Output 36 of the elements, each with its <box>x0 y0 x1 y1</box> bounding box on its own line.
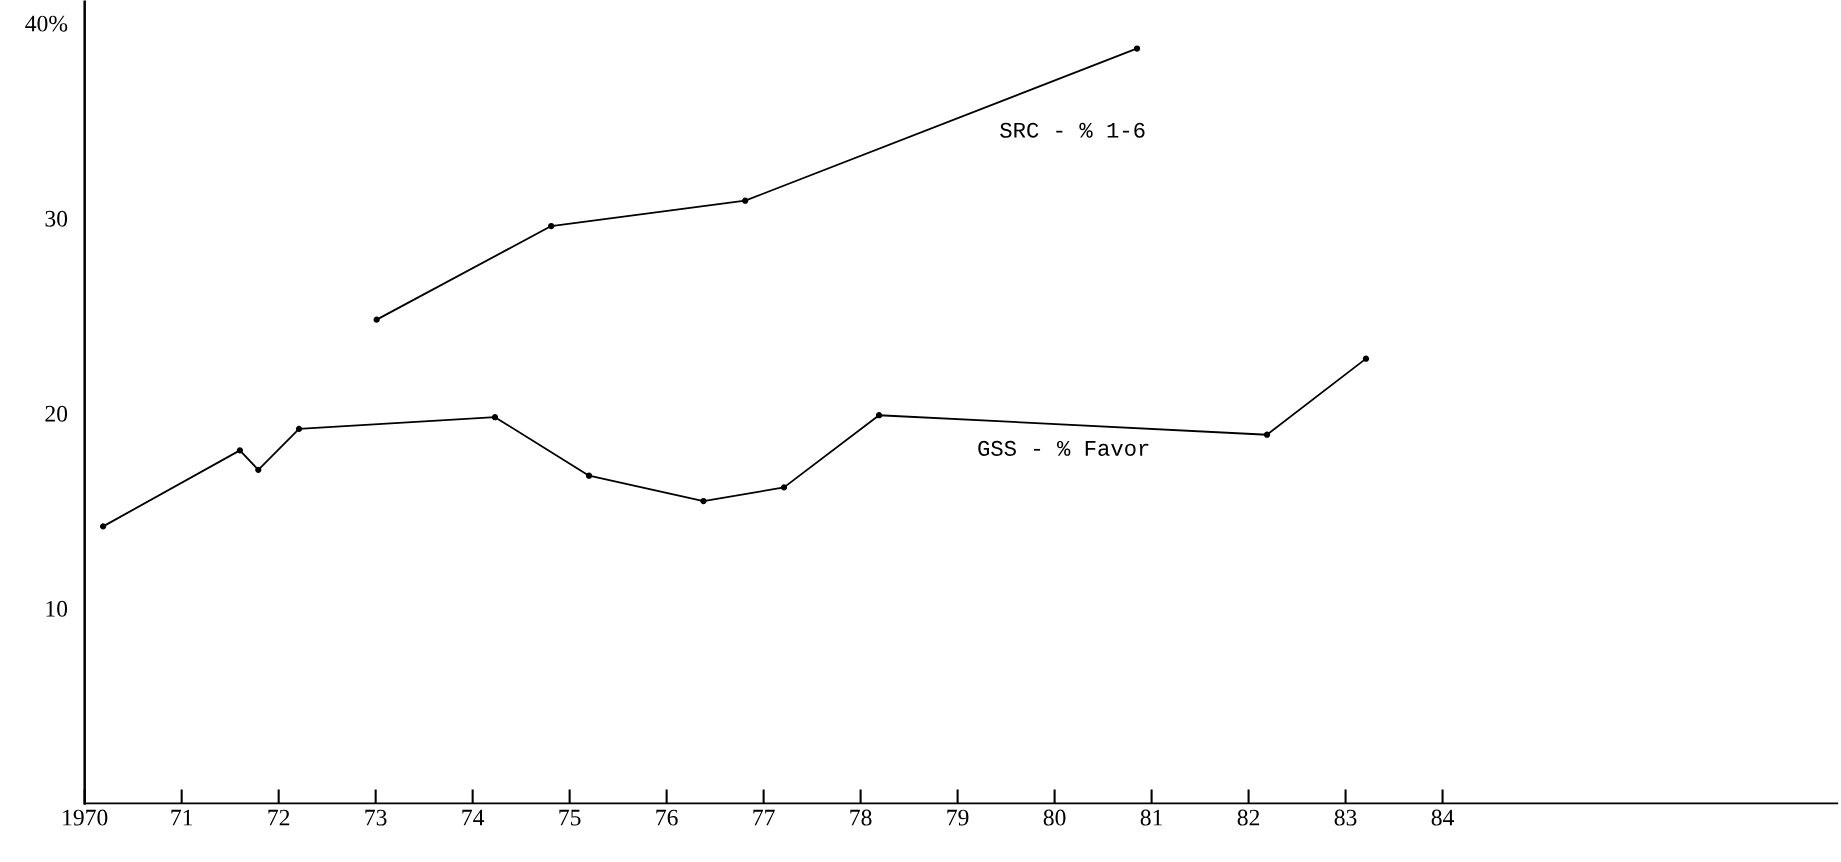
y-tick-label: 10 <box>46 600 68 617</box>
point <box>1362 355 1370 362</box>
x-tick-label: 71 <box>171 809 193 826</box>
x-tick-label: 77 <box>753 809 775 826</box>
x-tick-label: 75 <box>559 809 581 826</box>
x-tick-label: 83 <box>1334 809 1357 826</box>
point <box>491 414 499 421</box>
point <box>1263 431 1271 438</box>
x-tick-label: 73 <box>365 809 387 826</box>
point <box>1133 45 1141 52</box>
x-tick-label: 80 <box>1043 809 1066 826</box>
point <box>373 316 380 323</box>
series-label: GSS - % Favor <box>978 440 1149 456</box>
point <box>236 447 243 454</box>
x-tick-label: 1970 <box>63 809 108 826</box>
x-tick-label: 74 <box>462 809 485 826</box>
series-label: SRC - % 1-6 <box>1000 122 1145 138</box>
y-tick-label: 40% <box>25 15 68 32</box>
x-tick-label: 78 <box>850 809 872 826</box>
point <box>295 425 303 433</box>
point <box>780 484 788 491</box>
point <box>875 412 883 419</box>
x-tick-label: 76 <box>656 809 678 826</box>
x-tick-label: 72 <box>268 809 290 826</box>
x-tick-label: 82 <box>1237 809 1260 826</box>
y-tick-label: 20 <box>45 405 68 422</box>
point <box>99 523 107 530</box>
point <box>548 222 555 230</box>
point <box>255 466 262 473</box>
point <box>585 472 593 479</box>
point <box>700 497 707 505</box>
x-tick-label: 84 <box>1431 809 1454 826</box>
y-tick-label: 30 <box>45 210 68 227</box>
x-tick-label: 79 <box>947 809 969 826</box>
point <box>742 197 749 204</box>
x-tick-label: 81 <box>1140 809 1162 826</box>
